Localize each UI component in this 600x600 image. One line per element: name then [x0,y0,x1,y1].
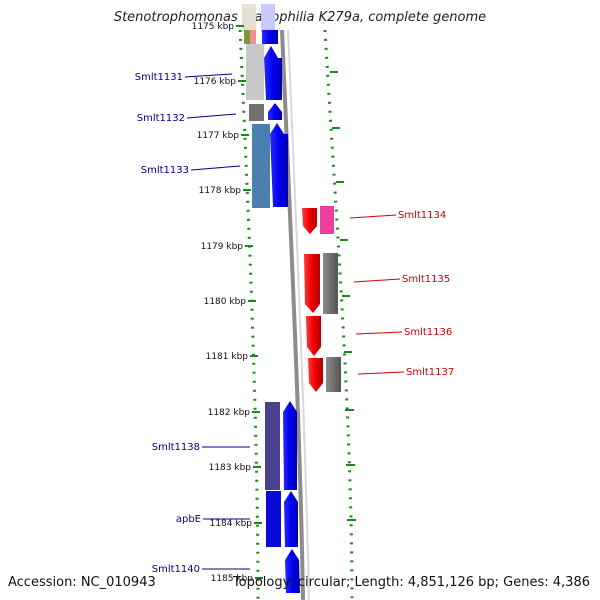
gene-label-forward: Smlt1131 [135,72,183,83]
gene-label-forward: Smlt1140 [152,564,200,575]
accession-text: Accession: NC_010943 [8,575,156,590]
map-title: Stenotrophomonas maltophilia K279a, comp… [113,10,487,25]
gene-arrow-1132 [268,103,282,120]
gene-apbe-cds [266,491,281,547]
label-leader-line [349,214,397,219]
gene-label-reverse: Smlt1137 [406,367,454,378]
tick-label: 1176 kbp [194,77,237,87]
feature-top-blue-faint [261,4,275,32]
gene-smlt1132-cds [249,104,264,121]
gene-label-reverse: Smlt1135 [402,274,450,285]
gene-arrow-1133 [270,123,288,207]
gene-arrow-1136 [306,316,321,356]
gene-arrow-1138 [283,401,297,490]
gene-rna-pink [250,30,256,44]
tick-label: 1180 kbp [204,297,247,307]
gene-arrow-1140 [285,549,300,593]
gc-content-bars [330,71,356,521]
gene-arrow-1137 [308,358,323,392]
tick-label: 1182 kbp [208,408,251,418]
gene-smlt1133-cds [252,124,270,208]
gene-label-forward: Smlt1138 [152,442,200,453]
tick-label: 1183 kbp [209,463,252,473]
tick-label: 1175 kbp [192,22,235,32]
gene-arrow-1135 [304,254,320,313]
gene-label-reverse: Smlt1136 [404,327,452,338]
label-leader-line [353,278,401,283]
label-leader-line [186,113,237,119]
gc-skew-track [238,29,354,600]
gene-labels: Smlt1131 Smlt1132 Smlt1133 Smlt1138 apbE Smlt… [135,72,455,575]
gene-label-forward: Smlt1133 [141,165,189,176]
gene-rna-green [244,30,250,44]
gene-smlt1137-cds [326,357,341,392]
gene-arrow-1134 [302,208,317,234]
gene-arrow-apbe [284,491,298,547]
label-leader-line [355,331,403,335]
tick-label: 1181 kbp [206,352,249,362]
genome-backbone [280,29,305,600]
tick-label: 1185 kbp [211,574,254,584]
gene-label-reverse: Smlt1134 [398,210,446,221]
label-leader-line [190,165,241,171]
tick-label: 1184 kbp [210,519,253,529]
gene-arrow-1131 [264,46,282,100]
gene-label-forward: apbE [176,514,201,525]
kbp-ticks: 1175 kbp 1176 kbp 1177 kbp 1178 kbp 1179 kbp… [192,22,263,584]
gene-label-forward: Smlt1132 [137,113,185,124]
gene-arrow-1130 [262,30,278,44]
gene-smlt1131-cds [246,44,264,100]
tick-label: 1179 kbp [201,242,244,252]
gene-smlt1138-cds [265,402,280,490]
label-leader-line [184,73,233,78]
gene-smlt1135-cds [323,253,338,314]
tick-label: 1177 kbp [197,131,240,141]
genome-stats-text: Topology: circular; Length: 4,851,126 bp… [232,575,590,590]
feature-top-faint [242,4,256,32]
label-leader-line [357,371,405,375]
tick-label: 1178 kbp [199,186,242,196]
gene-smlt1134-cds [320,206,334,234]
